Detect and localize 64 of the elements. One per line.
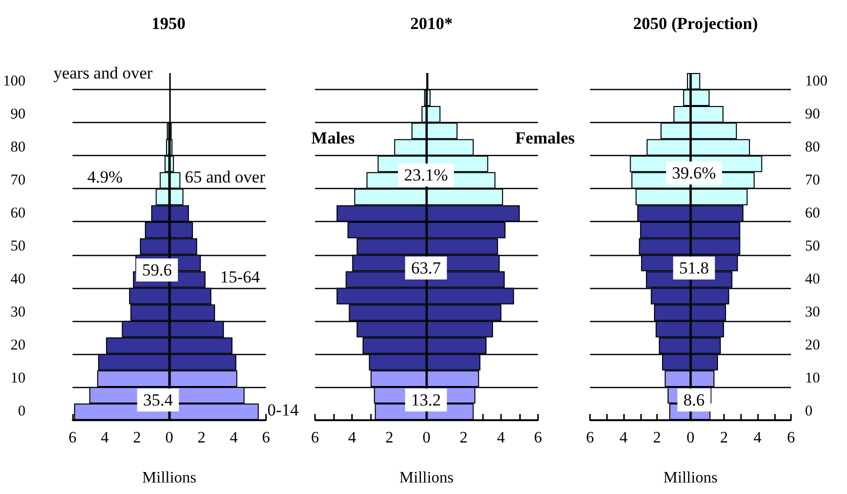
y-tick-label: 90: [10, 106, 26, 122]
annotation: 39.6%: [672, 164, 716, 182]
chart-title: 1950: [152, 14, 186, 33]
y-tick-label: 10: [10, 370, 26, 387]
y-tick-label: 30: [10, 304, 26, 321]
text: 0-14: [267, 400, 300, 420]
x-tick-label: 0: [422, 430, 430, 446]
x-tick-label: 6: [586, 430, 594, 446]
y-tick-label: 60: [10, 205, 26, 222]
chart-title: 2050 (Projection): [633, 14, 758, 33]
y-tick-label: 40: [805, 272, 820, 288]
annotation: years and over: [53, 64, 153, 82]
x-tick-label: 4: [348, 430, 356, 446]
annotation: 51.8: [679, 258, 709, 278]
y-tick-label: 100: [3, 73, 26, 90]
x-axis-title: Millions: [399, 470, 454, 486]
x-tick-label: 2: [460, 430, 468, 446]
x-tick-label: 4: [754, 430, 762, 446]
x-tick-label: 6: [68, 430, 76, 446]
y-tick-label: 50: [10, 238, 26, 254]
y-tick-label: 20: [10, 338, 26, 354]
y-tick-label: 10: [805, 370, 820, 387]
x-axis-title: Millions: [142, 470, 196, 486]
annotation: Females: [515, 128, 576, 148]
y-tick-label: 80: [805, 139, 820, 156]
x-tick-label: 4: [496, 430, 505, 446]
y-tick-label: 90: [805, 106, 820, 122]
annotation: 35.4: [143, 390, 174, 410]
annotation: 63.7: [411, 258, 442, 278]
annotation: 65 and over: [184, 168, 266, 186]
y-tick-label: 100: [805, 73, 828, 90]
y-tick-label: 0: [18, 404, 26, 420]
y-tick-label: 0: [805, 404, 812, 420]
x-tick-label: 4: [100, 430, 109, 446]
x-tick-label: 0: [165, 430, 174, 446]
y-tick-label: 30: [805, 304, 820, 321]
annotation: Males: [311, 128, 356, 148]
annotation: 23.1%: [404, 166, 448, 184]
x-tick-label: 2: [720, 430, 728, 446]
x-tick-label: 2: [653, 430, 661, 446]
annotation: 59.6: [142, 260, 172, 280]
x-tick-label: 6: [787, 430, 795, 446]
x-tick-label: 2: [198, 430, 206, 446]
y-tick-label: 20: [805, 338, 820, 354]
x-axis-title: Millions: [663, 470, 718, 486]
x-tick-label: 2: [133, 430, 141, 446]
annotation: 15-64: [220, 268, 260, 286]
y-tick-label: 60: [805, 205, 820, 222]
x-tick-label: 4: [620, 430, 628, 446]
y-tick-label: 70: [805, 172, 820, 188]
x-tick-label: 6: [262, 430, 270, 446]
chart-title: 2010*: [410, 14, 453, 33]
x-tick-label: 6: [534, 430, 542, 446]
y-tick-label: 50: [805, 238, 820, 254]
y-tick-label: 40: [10, 272, 26, 288]
x-tick-label: 6: [311, 430, 319, 446]
y-tick-label: 70: [10, 172, 26, 188]
annotation: 13.2: [411, 390, 441, 410]
annotation: 4.9%: [87, 168, 123, 186]
y-tick-label: 80: [10, 139, 26, 156]
annotation: 8.6: [683, 390, 705, 410]
x-tick-label: 0: [686, 430, 694, 446]
x-tick-label: 2: [385, 430, 394, 446]
x-tick-label: 4: [230, 430, 238, 446]
